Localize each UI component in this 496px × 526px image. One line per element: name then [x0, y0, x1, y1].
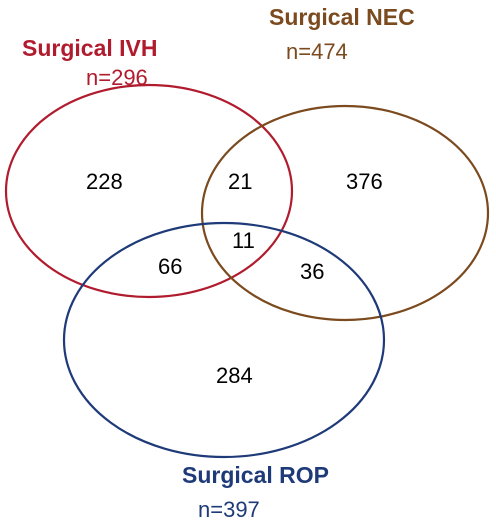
region-all-three: 11	[232, 228, 255, 253]
ivh-set-title: Surgical IVH	[22, 35, 158, 61]
nec-circle	[200, 104, 490, 322]
ivh-circle	[4, 83, 294, 299]
rop-set-count: n=397	[198, 497, 260, 522]
rop-set-title: Surgical ROP	[182, 462, 329, 488]
rop-circle	[62, 221, 386, 459]
nec-set-count: n=474	[286, 39, 348, 64]
region-nec-only: 376	[346, 169, 383, 194]
region-ivh-nec: 21	[228, 169, 253, 194]
ivh-set-count: n=296	[86, 65, 148, 90]
region-nec-rop: 36	[300, 259, 325, 284]
region-ivh-only: 228	[86, 169, 123, 194]
nec-set-title: Surgical NEC	[269, 4, 415, 30]
region-ivh-rop: 66	[158, 254, 183, 279]
region-rop-only: 284	[216, 363, 253, 388]
